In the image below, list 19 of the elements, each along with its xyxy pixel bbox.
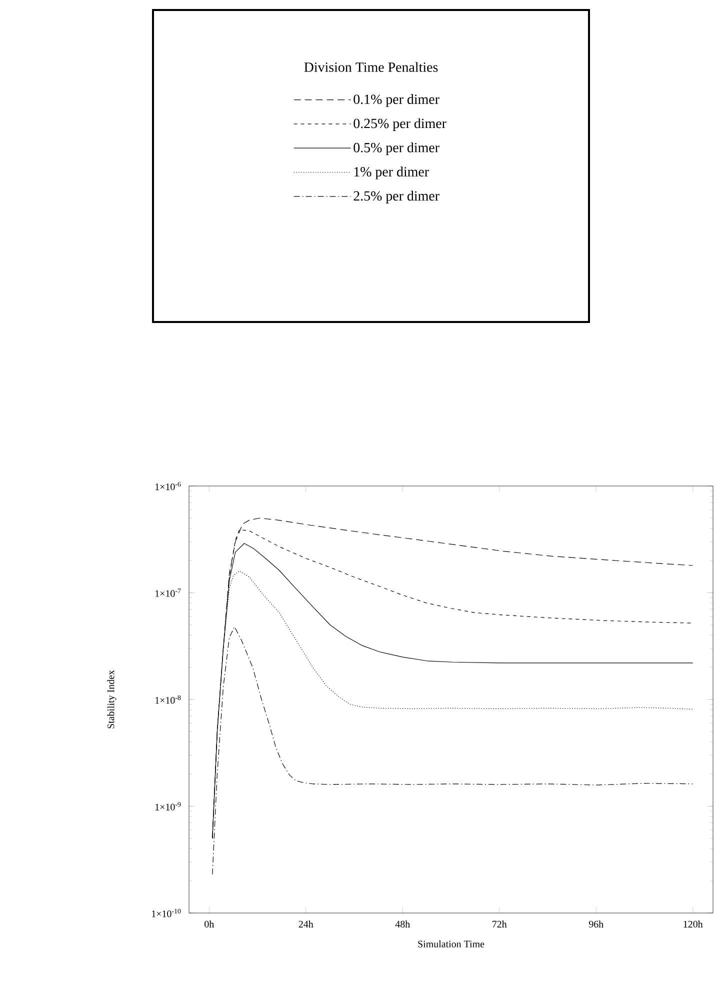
legend-title: Division Time Penalties [304,62,438,72]
x-tick-label: 96h [588,920,604,928]
x-tick-label: 0h [204,920,214,928]
x-tick-label: 48h [395,920,410,928]
legend-label: 1% per dimer [354,166,429,180]
y-tick-label: 1×10$^{-10}$ [152,908,181,918]
y-tick-label: 1×10$^{-9}$ [155,802,181,810]
x-tick-label: 120h [684,920,703,928]
x-tick-label: 72h [492,920,507,928]
legend-label: 0.5% per dimer [354,142,440,156]
y-tick-label: 1×10$^{-7}$ [155,588,181,597]
legend-label: 0.25% per dimer [354,118,446,131]
x-axis-title: Simulation Time [418,940,484,948]
y-tick-label: 1×10$^{-8}$ [155,695,181,704]
y-axis-title: Stability Index [107,670,116,728]
x-tick-label: 24h [298,920,314,928]
legend-label: 2.5% per dimer [354,190,440,204]
legend-label: 0.1% per dimer [354,94,440,107]
y-tick-label: 1×10$^{-6}$ [155,482,181,490]
